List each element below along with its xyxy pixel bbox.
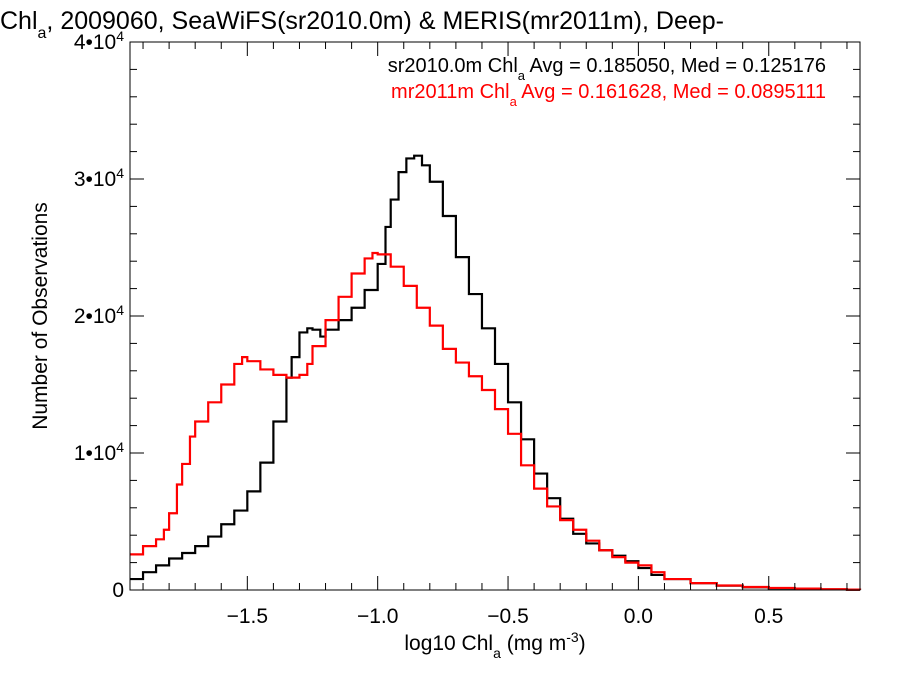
series-line-mr2011m [130, 251, 862, 591]
plot-frame [129, 41, 861, 591]
legend-entry: mr2011m Chla Avg = 0.161628, Med = 0.089… [391, 81, 826, 109]
x-tick-label: −1.0 [357, 605, 398, 628]
y-tick-label: 1•104 [74, 439, 124, 465]
axes: −1.5 −1.0 −0.5 0.0 0.5 0 1•104 2•104 3•104 4•104 l… [29, 28, 861, 661]
legend-entry: sr2010.0m Chla Avg = 0.185050, Med = 0.1… [388, 55, 826, 83]
y-tick-label: 4•104 [74, 28, 124, 54]
y-axis-label: Number of Observations [29, 202, 52, 430]
x-tick-label: 0.0 [624, 605, 653, 628]
chart-legend: sr2010.0m Chla Avg = 0.185050, Med = 0.1… [388, 55, 826, 109]
plot-area [130, 154, 862, 591]
x-tick-label: −1.5 [227, 605, 268, 628]
y-tick-label: 2•104 [74, 302, 124, 328]
chart-title: Chla, 2009060, SeaWiFS(sr2010.0m) & MERI… [0, 7, 724, 42]
y-tick-label: 3•104 [74, 165, 124, 191]
x-tick-label: −0.5 [487, 605, 528, 628]
x-tick-label: 0.5 [754, 605, 783, 628]
series-line-sr2010.0m [130, 154, 862, 591]
y-tick-label: 0 [112, 579, 124, 602]
title-text: Chla, 2009060, SeaWiFS(sr2010.0m) & MERI… [0, 7, 724, 42]
x-axis-label: log10 Chla (mg m-3) [404, 629, 585, 661]
